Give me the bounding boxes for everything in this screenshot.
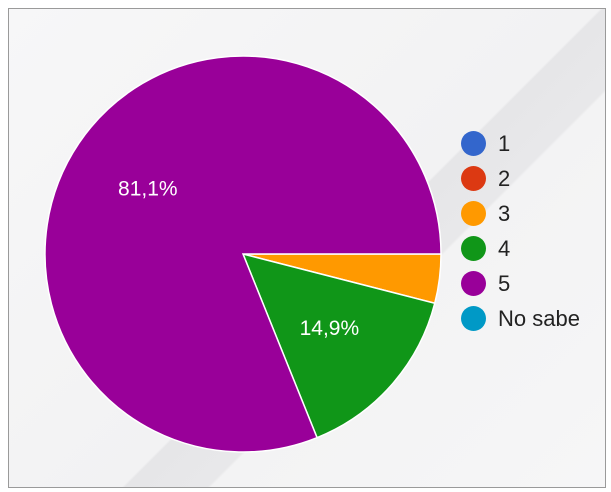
legend-swatch <box>461 236 486 261</box>
legend-label: 3 <box>498 200 511 226</box>
legend-label: 5 <box>498 270 511 296</box>
legend-item-5[interactable]: 5 <box>461 266 580 301</box>
legend-swatch <box>461 306 486 331</box>
legend-swatch <box>461 131 486 156</box>
pie-chart: 14,9% 81,1% <box>44 55 442 453</box>
legend-item-4[interactable]: 4 <box>461 231 580 266</box>
chart-frame: 14,9% 81,1% 1 2 3 4 5 No sabe <box>8 8 606 488</box>
legend-label: 1 <box>498 130 511 156</box>
pie-slice-4[interactable] <box>241 252 436 439</box>
legend-label: No sabe <box>498 305 580 331</box>
legend-item-1[interactable]: 1 <box>461 126 580 161</box>
slice-label: 81,1% <box>118 177 178 200</box>
legend-item-3[interactable]: 3 <box>461 196 580 231</box>
pie-slice-5[interactable] <box>44 55 442 453</box>
legend-label: 4 <box>498 235 511 261</box>
legend-item-no-sabe[interactable]: No sabe <box>461 301 580 336</box>
legend-item-2[interactable]: 2 <box>461 161 580 196</box>
legend-label: 2 <box>498 165 511 191</box>
legend-swatch <box>461 271 486 296</box>
legend-swatch <box>461 166 486 191</box>
legend: 1 2 3 4 5 No sabe <box>461 126 580 336</box>
legend-swatch <box>461 201 486 226</box>
slice-label: 14,9% <box>300 317 360 340</box>
